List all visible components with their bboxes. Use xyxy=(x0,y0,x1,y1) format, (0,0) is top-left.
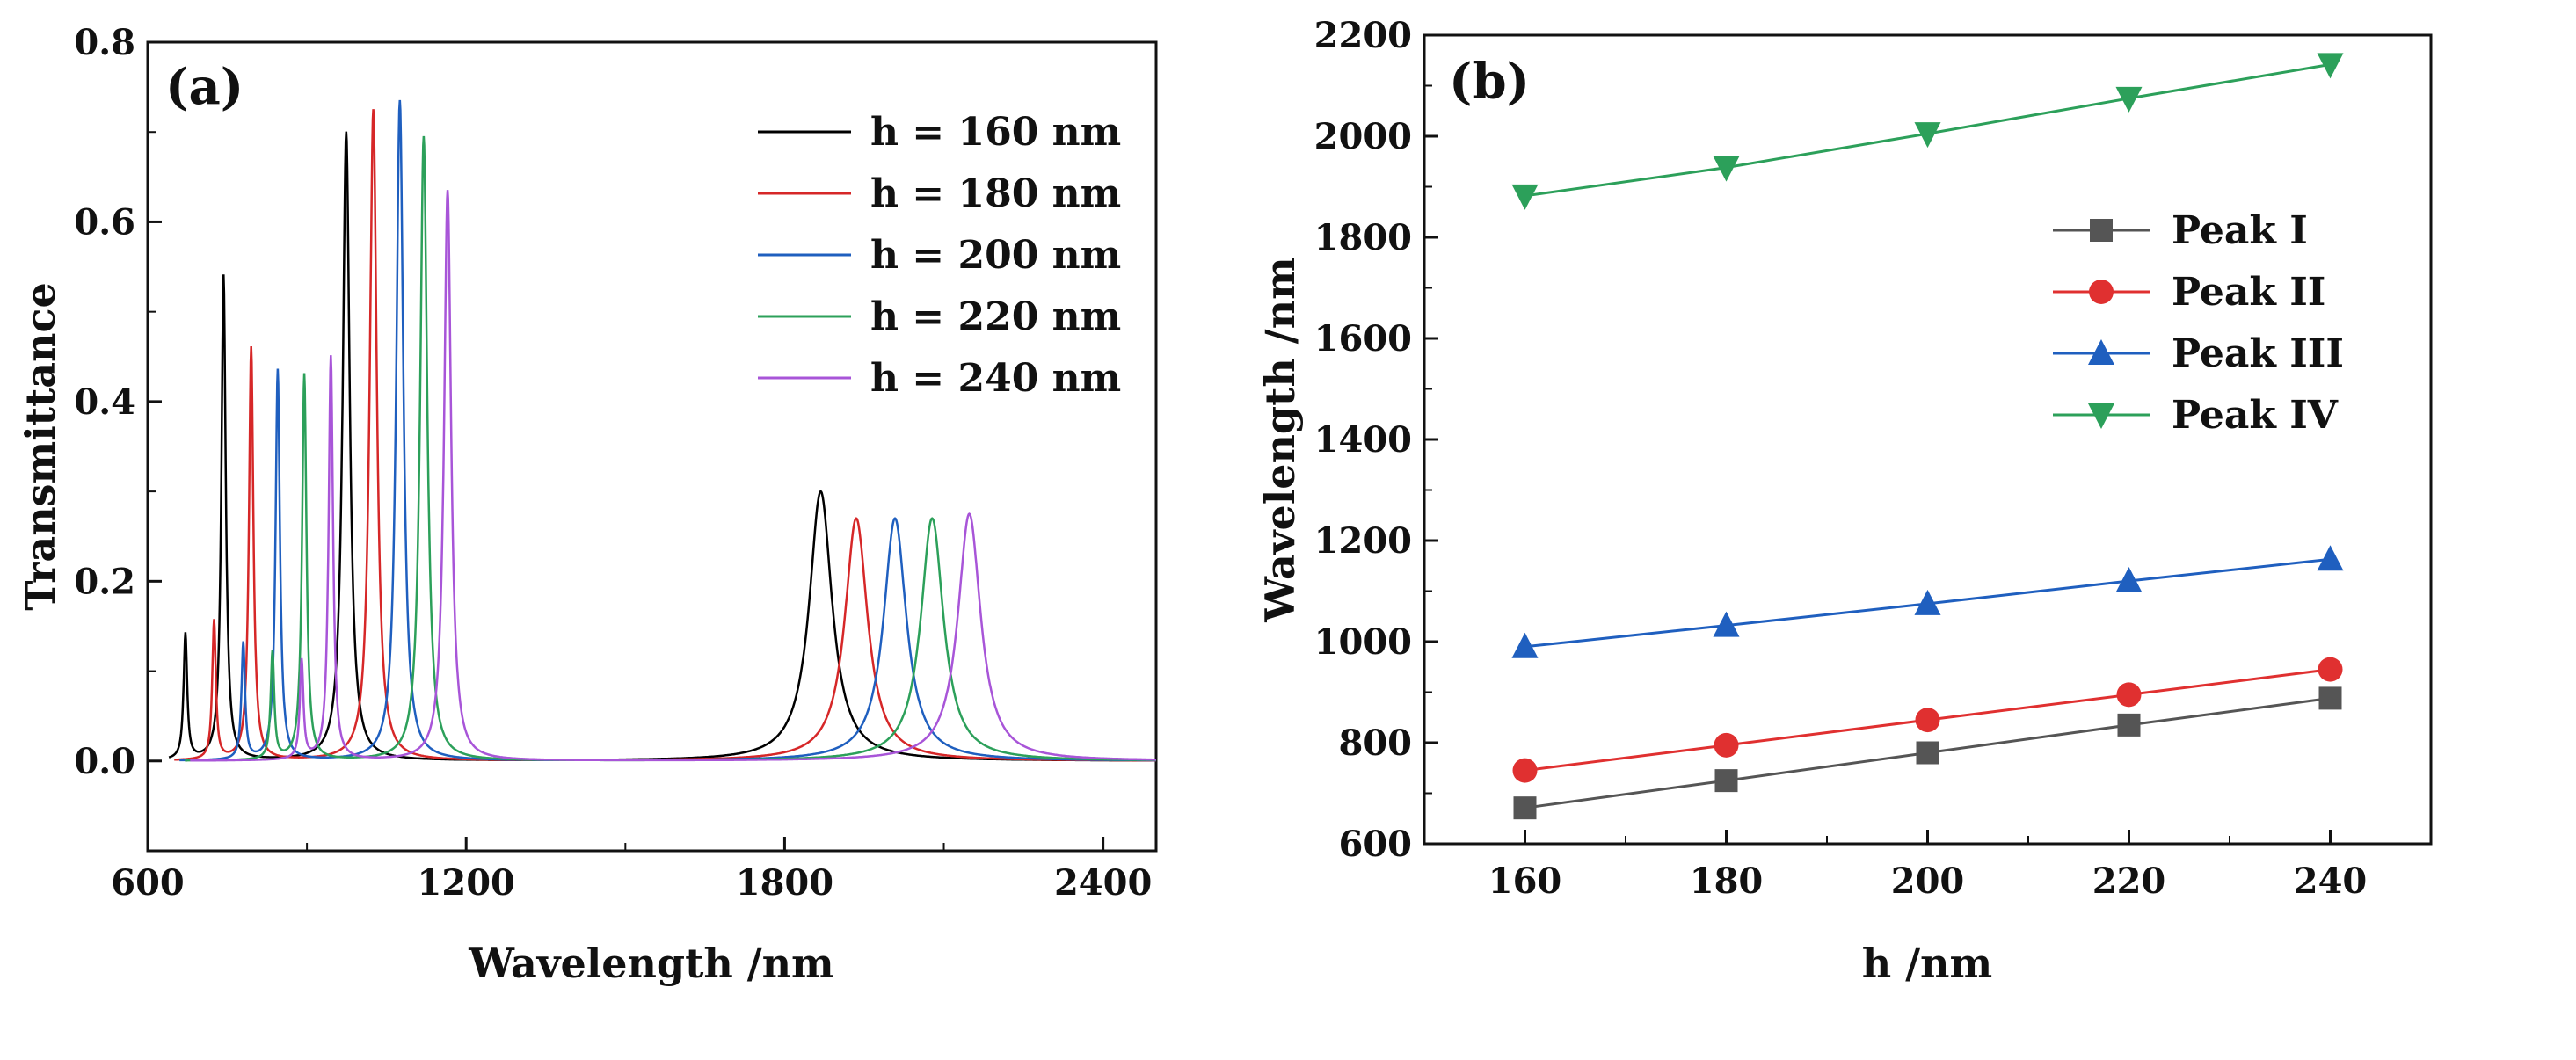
legend-entry: Peak III xyxy=(2172,331,2344,376)
data-point-marker xyxy=(2116,682,2142,708)
data-point-marker xyxy=(2115,567,2143,592)
data-point-marker xyxy=(1714,732,1739,758)
x-tick-label: 160 xyxy=(1488,860,1562,902)
panel-b-ticks: 160 180 200 220 240 600 800 1000 1200 1400 1600 180… xyxy=(1314,15,2368,902)
y-tick-label: 0.2 xyxy=(74,561,135,602)
x-tick-label: 220 xyxy=(2092,860,2166,902)
data-point-marker xyxy=(1914,589,1941,615)
legend-entry: Peak I xyxy=(2172,208,2308,253)
panel-b-legend: Peak I Peak II Peak III Peak IV xyxy=(2053,208,2344,438)
series-line-1 xyxy=(168,131,1156,762)
legend-marker xyxy=(2088,403,2114,429)
data-point-marker xyxy=(2117,713,2141,737)
data-point-marker xyxy=(2317,53,2344,79)
y-tick-label: 1600 xyxy=(1314,318,1412,359)
data-point-marker xyxy=(1916,741,1939,765)
y-tick-label: 1200 xyxy=(1314,520,1412,562)
panel-b-y-axis-title: Wavelength /nm xyxy=(1256,257,1304,622)
legend-marker xyxy=(2088,339,2114,365)
legend-entry: h = 160 nm xyxy=(870,110,1121,155)
y-tick-label: 0.4 xyxy=(74,381,135,423)
legend-entry: h = 240 nm xyxy=(870,356,1121,401)
data-point-marker xyxy=(1914,122,1941,149)
legend-entry: Peak IV xyxy=(2172,393,2339,438)
x-tick-label: 180 xyxy=(1690,860,1764,902)
data-point-marker xyxy=(2317,545,2344,571)
data-point-marker xyxy=(1513,796,1537,820)
y-tick-label: 0.6 xyxy=(74,201,135,243)
panel-a-label: (a) xyxy=(165,58,244,116)
panel-a-x-axis-title: Wavelength /nm xyxy=(468,940,833,987)
x-tick-label: 240 xyxy=(2294,860,2368,902)
x-tick-label: 1200 xyxy=(418,862,515,904)
data-point-marker xyxy=(1714,769,1738,793)
y-tick-label: 1400 xyxy=(1314,419,1412,461)
panel-b-peak-wavelength-chart: 160 180 200 220 240 600 800 1000 1200 1400 1600 180… xyxy=(1256,15,2433,987)
panel-b-series xyxy=(1511,53,2344,820)
y-tick-label: 600 xyxy=(1339,824,1413,865)
data-point-marker xyxy=(2318,657,2343,682)
series-line-4 xyxy=(185,135,1156,762)
data-point-marker xyxy=(2318,686,2342,710)
y-tick-label: 0.0 xyxy=(74,741,135,782)
legend-marker xyxy=(2089,280,2114,304)
y-tick-label: 0.8 xyxy=(74,22,135,63)
data-point-marker xyxy=(1713,611,1740,637)
x-tick-label: 2400 xyxy=(1054,862,1152,904)
data-point-marker xyxy=(1511,632,1539,658)
panel-b-x-axis-title: h /nm xyxy=(1862,940,1992,987)
legend-entry: h = 220 nm xyxy=(870,294,1121,339)
data-point-marker xyxy=(1713,156,1740,182)
y-tick-label: 2200 xyxy=(1314,15,1412,56)
y-tick-label: 1800 xyxy=(1314,217,1412,258)
legend-entry: Peak II xyxy=(2172,270,2325,315)
panel-a-ticks: 600 1200 1800 2400 0.0 0.2 0.4 0.6 0.8 xyxy=(74,22,1152,904)
panel-b-label: (b) xyxy=(1449,53,1530,111)
panel-a-legend: h = 160 nm h = 180 nm h = 200 nm h = 220 nm… xyxy=(758,110,1121,401)
series-line-5 xyxy=(190,190,1156,762)
y-tick-label: 800 xyxy=(1339,722,1413,764)
legend-entry: h = 200 nm xyxy=(870,233,1121,278)
x-tick-label: 200 xyxy=(1891,860,1965,902)
y-tick-label: 2000 xyxy=(1314,116,1412,157)
data-point-marker xyxy=(1512,758,1538,783)
data-point-marker xyxy=(2115,86,2143,113)
data-point-marker xyxy=(1915,708,1940,733)
panel-a-plot-frame xyxy=(146,40,1158,853)
data-point-marker xyxy=(1511,184,1539,210)
legend-marker xyxy=(2090,219,2113,242)
panel-a-transmittance-chart: 600 1200 1800 2400 0.0 0.2 0.4 0.6 0.8 (a) Wavel… xyxy=(17,22,1158,987)
x-tick-label: 600 xyxy=(111,862,185,904)
panel-a-y-axis-title: Transmittance xyxy=(17,282,64,610)
panel-a-curves xyxy=(168,99,1156,762)
x-tick-label: 1800 xyxy=(736,862,833,904)
legend-entry: h = 180 nm xyxy=(870,171,1121,216)
y-tick-label: 1000 xyxy=(1314,621,1412,663)
